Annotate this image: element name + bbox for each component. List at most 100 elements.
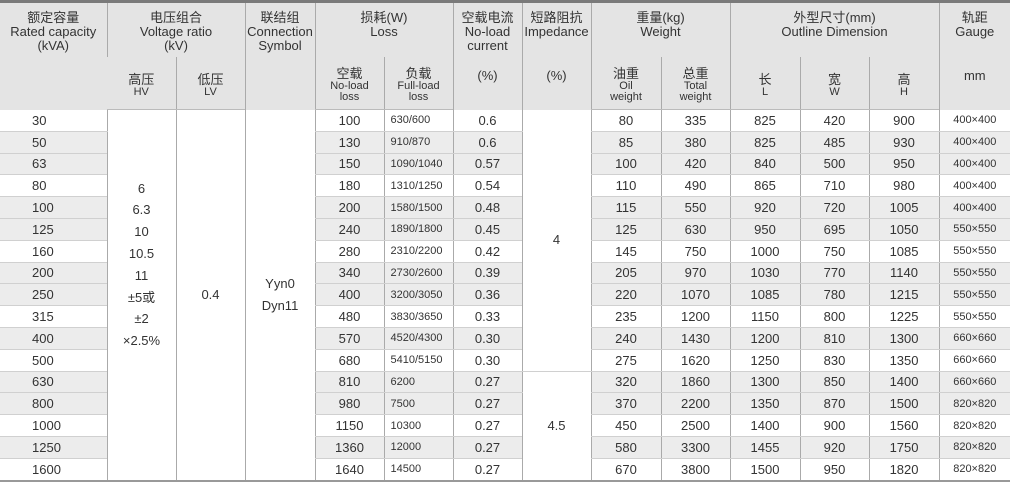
header-weight-en: Weight [640,24,681,39]
table-row: 1250 1360 12000 0.27 580 3300 1455 920 1750 820×8… [0,436,1011,459]
cell-gauge: 550×550 [938,218,1011,241]
cell-noload-loss: 280 [314,240,384,263]
header-connection-en1: Connection [247,24,313,39]
cell-width: 710 [799,174,870,198]
hv-value: 6 [137,180,146,196]
table-row: 125 240 1890/1800 0.45 125 630 950 695 1050 550×5… [0,218,1011,241]
cell-capacity: 315 [0,305,107,328]
cell-capacity: 500 [0,349,107,372]
cell-width: 780 [799,283,870,307]
cell-height: 1350 [868,349,940,372]
cell-height: 1085 [868,240,940,263]
cell-length: 1000 [729,240,801,263]
cell-width: 770 [799,262,870,285]
cell-width: 810 [799,327,870,350]
header-gauge-en: Gauge [955,24,995,39]
cell-height: 930 [868,131,940,154]
cell-length: 1030 [729,262,801,285]
cell-noload-loss: 1150 [314,414,384,437]
cell-oil-weight: 80 [590,109,661,132]
cell-gauge: 550×550 [938,305,1011,328]
cell-noload-current: 0.27 [452,458,522,482]
cell-gauge: 660×660 [938,349,1011,372]
header-voltage-unit: (kV) [164,38,188,53]
cell-noload-loss: 400 [314,283,384,307]
hv-value: ×2.5% [122,333,161,349]
cell-full-load-loss: 1580/1500 [383,196,453,219]
table-row: 250 400 3200/3050 0.36 220 1070 1085 780 1215 550… [0,283,1011,307]
cell-total-weight: 420 [660,153,731,176]
cell-capacity: 80 [0,174,107,198]
cell-oil-weight: 145 [590,240,661,263]
header-gauge-unit: mm [963,68,986,83]
cell-gauge: 660×660 [938,327,1011,350]
cell-length: 1150 [729,305,801,328]
cell-lv-voltage: 0.4 [175,109,245,482]
cell-length: 920 [729,196,801,219]
cell-length: 825 [729,109,801,132]
cell-noload-loss: 340 [314,262,384,285]
cell-oil-weight: 115 [590,196,661,219]
header-hv: 高压 HV [107,57,176,110]
header-impedance-zh: 短路阻抗 [530,10,583,25]
header-dimension: 外型尺寸(mm) Outline Dimension [729,1,940,57]
cell-gauge: 400×400 [938,174,1011,198]
cell-total-weight: 1430 [660,327,731,350]
cell-noload-loss: 810 [314,371,384,394]
hv-value: ±5或 [127,289,156,305]
cell-capacity: 630 [0,371,107,394]
cell-noload-current: 0.45 [452,218,522,241]
cell-height: 900 [868,109,940,132]
header-current-unit: (%) [477,68,498,83]
cell-height: 1400 [868,371,940,394]
header-weight-zh: 重量(kg) [636,10,685,25]
cell-noload-current: 0.6 [452,109,522,132]
table-row: 50 130 910/870 0.6 85 380 825 485 930 400×400 [0,131,1011,154]
table-row: 30 6 6.3 10 10.5 11 ±5或 ±2 ×2.5% 0.4 Yyn0 Dyn11 100 6… [0,109,1011,482]
header-hv-en: HV [133,85,149,98]
cell-width: 750 [799,240,870,263]
header-connection: 联结组 Connection Symbol [244,1,315,110]
cell-full-load-loss: 630/600 [383,109,453,132]
header-voltage: 电压组合 Voltage ratio (kV) [106,1,245,57]
cell-noload-current: 0.54 [452,174,522,198]
hv-value: 10.5 [128,245,155,261]
header-dimension-zh: 外型尺寸(mm) [793,10,876,25]
header-impedance: 短路阻抗 Impedance (%) [521,1,591,110]
cell-capacity: 50 [0,131,107,154]
header-oil-zh: 油重 [612,66,639,81]
cell-oil-weight: 100 [590,153,661,176]
cell-full-load-loss: 1310/1250 [383,174,453,198]
cell-noload-current: 0.27 [452,371,522,394]
cell-full-load-loss: 910/870 [383,131,453,154]
cell-total-weight: 3300 [660,436,731,459]
header-lv: 低压 LV [175,57,245,110]
table-row: 1000 1150 10300 0.27 450 2500 1400 900 1560 820×8… [0,414,1011,437]
cell-width: 500 [799,153,870,176]
header-noload-en2: loss [339,91,360,103]
cell-gauge: 400×400 [938,131,1011,154]
header-h-zh: 高 [897,71,911,87]
header-l-zh: 长 [758,71,772,87]
header-voltage-zh: 电压组合 [149,10,202,25]
cell-oil-weight: 450 [590,414,661,437]
header-full-zh: 负载 [405,66,432,81]
header-gauge-zh: 轨距 [961,10,988,25]
cell-capacity: 125 [0,218,107,241]
cell-height: 980 [868,174,940,198]
cell-noload-current: 0.30 [452,349,522,372]
cell-height: 1560 [868,414,940,437]
cell-capacity: 1600 [0,458,107,482]
cell-noload-current: 0.48 [452,196,522,219]
cell-oil-weight: 580 [590,436,661,459]
cell-width: 485 [799,131,870,154]
cell-capacity: 1250 [0,436,107,459]
table-row: 200 340 2730/2600 0.39 205 970 1030 770 1140 550×… [0,262,1011,285]
cell-height: 1140 [868,262,940,285]
cell-total-weight: 2500 [660,414,731,437]
header-hv-zh: 高压 [128,71,155,87]
header-current: 空载电流 No-load current (%) [452,1,522,110]
cell-height: 1300 [868,327,940,350]
cell-noload-current: 0.27 [452,436,522,459]
cell-noload-loss: 1640 [314,458,384,482]
